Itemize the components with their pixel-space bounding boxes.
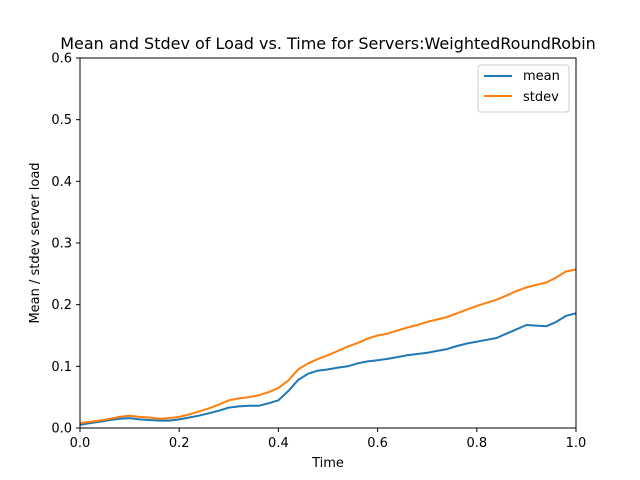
legend-label-stdev: stdev bbox=[523, 90, 559, 105]
y-tick-label: 0.1 bbox=[51, 360, 72, 375]
y-axis: 0.0 0.1 0.2 0.3 0.4 0.5 0.6 bbox=[51, 52, 80, 437]
legend: mean stdev bbox=[477, 64, 570, 113]
series-line-stdev bbox=[79, 268, 577, 425]
x-tick-label: 0.6 bbox=[367, 436, 388, 451]
x-axis: 0.0 0.2 0.4 0.6 0.8 1.0 bbox=[70, 428, 587, 451]
y-axis-label: Mean / stdev server load bbox=[28, 162, 43, 323]
x-tick-label: 0.4 bbox=[268, 436, 289, 451]
x-axis-label: Time bbox=[311, 456, 344, 471]
plot-area bbox=[79, 268, 577, 426]
y-tick-label: 0.3 bbox=[51, 237, 72, 252]
y-tick-label: 0.2 bbox=[51, 298, 72, 313]
x-tick-label: 0.2 bbox=[169, 436, 190, 451]
chart-title: Mean and Stdev of Load vs. Time for Serv… bbox=[60, 34, 596, 53]
x-tick-label: 0.0 bbox=[70, 436, 91, 451]
y-tick-label: 0.0 bbox=[51, 422, 72, 437]
x-tick-label: 1.0 bbox=[566, 436, 587, 451]
y-tick-label: 0.6 bbox=[51, 52, 72, 67]
plot-frame bbox=[79, 57, 577, 429]
y-tick-label: 0.5 bbox=[51, 113, 72, 128]
series-line-mean bbox=[79, 312, 577, 426]
y-tick-label: 0.4 bbox=[51, 175, 72, 190]
legend-label-mean: mean bbox=[523, 69, 560, 84]
x-tick-label: 0.8 bbox=[466, 436, 487, 451]
